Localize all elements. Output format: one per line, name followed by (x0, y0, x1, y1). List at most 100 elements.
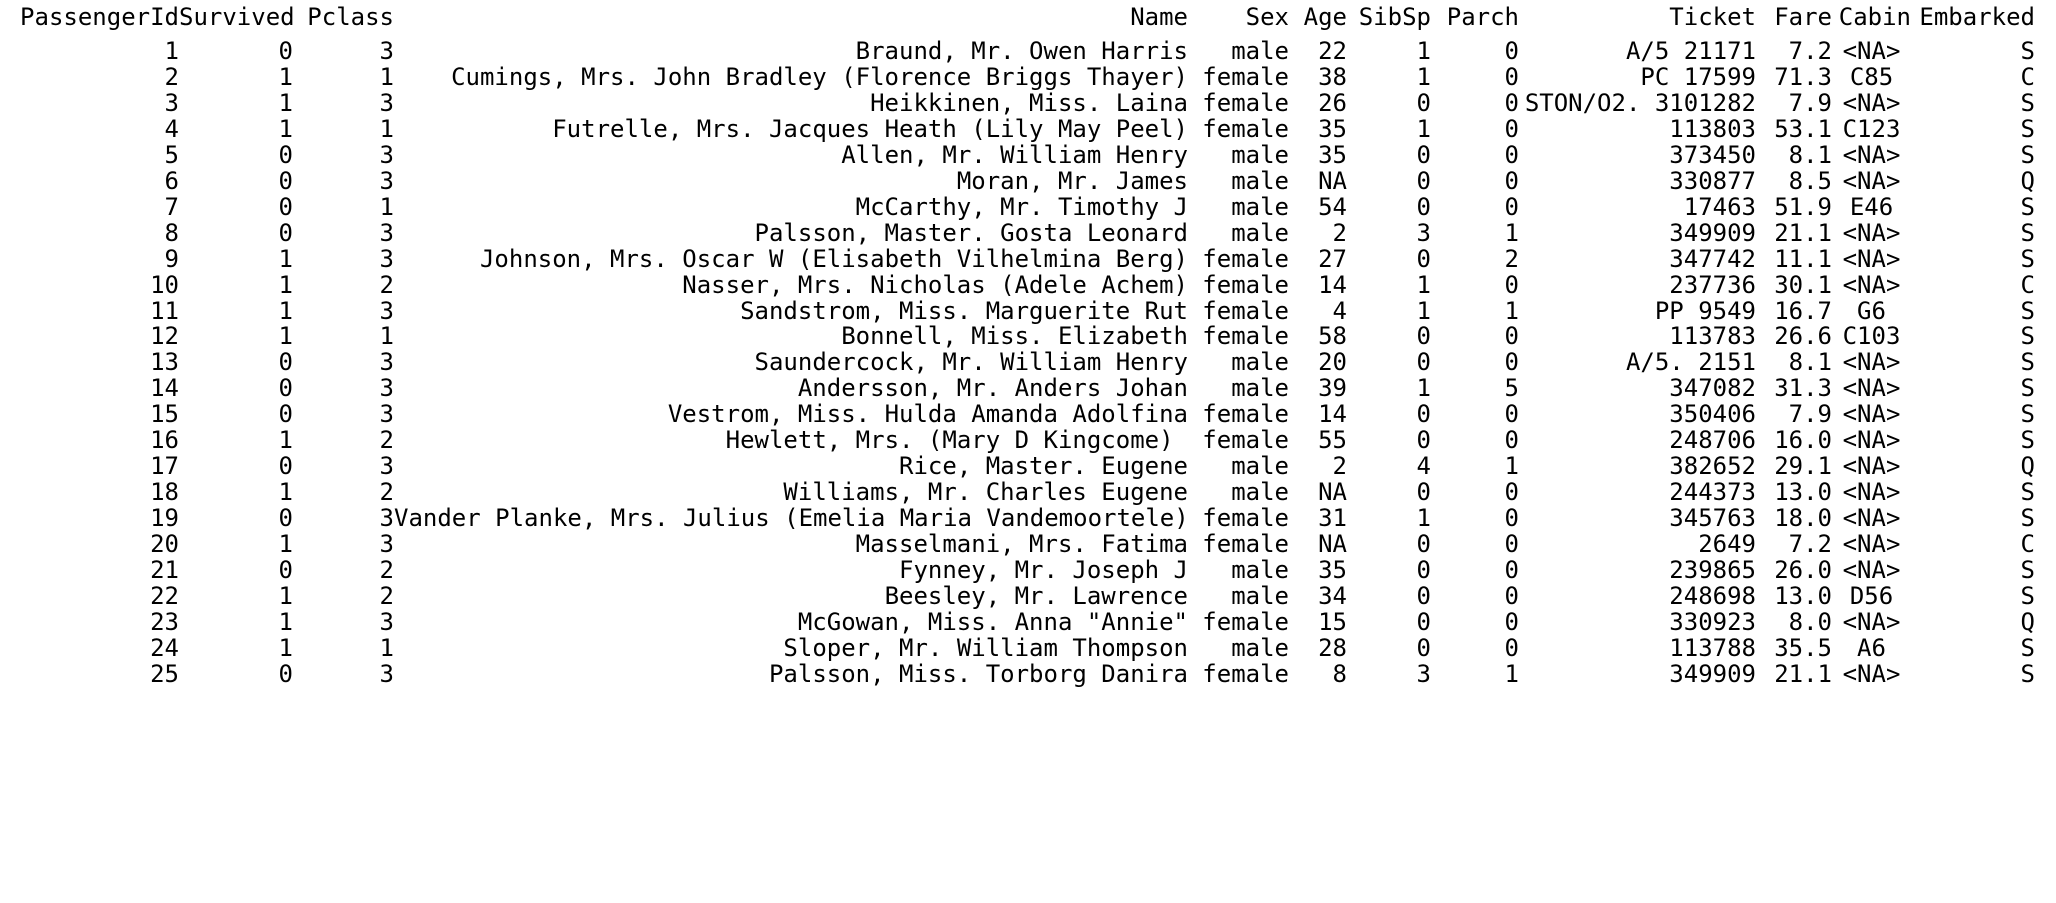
cell-age: 34 (1318, 582, 1347, 610)
cell-embarked: S (2020, 426, 2035, 454)
cell-sex: male (1231, 452, 1289, 480)
cell-name: Hewlett, Mrs. (Mary D Kingcome) (725, 426, 1188, 454)
cell-pclass: 3 (379, 530, 394, 558)
table-row: 18 1 2 Williams, Mr. Charles Eugene male NA 0 0… (0, 475, 2056, 509)
cell-sibsp: 0 (1416, 167, 1431, 195)
cell-embarked: S (2020, 348, 2035, 376)
cell-fare: 21.1 (1774, 219, 1832, 247)
cell-embarked: S (2020, 634, 2035, 662)
cell-parch: 1 (1504, 297, 1519, 325)
cell-ticket: 113788 (1669, 634, 1756, 662)
cell-cabin: <NA> (1842, 660, 1901, 688)
cell-survived: 0 (278, 374, 293, 402)
cell-sibsp: 0 (1416, 426, 1431, 454)
cell-pclass: 1 (379, 115, 394, 143)
cell-cabin: <NA> (1842, 400, 1901, 428)
cell-sibsp: 0 (1416, 348, 1431, 376)
cell-parch: 2 (1504, 245, 1519, 273)
cell-passengerid: 14 (150, 374, 179, 402)
cell-parch: 0 (1504, 63, 1519, 91)
cell-embarked: S (2020, 582, 2035, 610)
cell-sibsp: 1 (1416, 271, 1431, 299)
cell-cabin: <NA> (1842, 504, 1901, 532)
cell-sibsp: 0 (1416, 556, 1431, 584)
cell-survived: 0 (278, 167, 293, 195)
cell-sex: female (1202, 271, 1289, 299)
cell-passengerid: 4 (164, 115, 179, 143)
cell-ticket: 113803 (1669, 115, 1756, 143)
cell-fare: 30.1 (1774, 271, 1832, 299)
cell-embarked: Q (2020, 452, 2035, 480)
cell-ticket: 2649 (1698, 530, 1756, 558)
cell-name: Sandstrom, Miss. Marguerite Rut (740, 297, 1188, 325)
cell-sibsp: 0 (1416, 634, 1431, 662)
cell-cabin: <NA> (1842, 348, 1901, 376)
cell-passengerid: 11 (150, 297, 179, 325)
cell-passengerid: 21 (150, 556, 179, 584)
cell-sibsp: 0 (1416, 608, 1431, 636)
cell-age: 35 (1318, 141, 1347, 169)
cell-sex: female (1202, 400, 1289, 428)
cell-passengerid: 8 (164, 219, 179, 247)
header-age: Age (1303, 3, 1347, 31)
table-row: 2 1 1 Cumings, Mrs. John Bradley (Florence … (0, 60, 2056, 94)
cell-survived: 0 (278, 37, 293, 65)
cell-age: 28 (1318, 634, 1347, 662)
cell-embarked: S (2020, 89, 2035, 117)
cell-sex: female (1202, 426, 1289, 454)
cell-parch: 0 (1504, 37, 1519, 65)
cell-parch: 0 (1504, 141, 1519, 169)
cell-fare: 7.2 (1788, 530, 1832, 558)
cell-passengerid: 1 (164, 37, 179, 65)
cell-sibsp: 1 (1416, 374, 1431, 402)
cell-sex: male (1231, 582, 1289, 610)
cell-age: 22 (1318, 37, 1347, 65)
cell-embarked: S (2020, 297, 2035, 325)
cell-passengerid: 2 (164, 63, 179, 91)
cell-passengerid: 25 (150, 660, 179, 688)
cell-cabin: <NA> (1842, 245, 1901, 273)
cell-ticket: 349909 (1669, 219, 1756, 247)
cell-fare: 13.0 (1774, 478, 1832, 506)
cell-sibsp: 0 (1416, 322, 1431, 350)
cell-sex: female (1202, 322, 1289, 350)
cell-passengerid: 9 (164, 245, 179, 273)
cell-sex: male (1231, 193, 1289, 221)
cell-fare: 29.1 (1774, 452, 1832, 480)
cell-name: Palsson, Master. Gosta Leonard (754, 219, 1188, 247)
cell-name: Rice, Master. Eugene (899, 452, 1188, 480)
cell-sibsp: 1 (1416, 115, 1431, 143)
cell-parch: 0 (1504, 582, 1519, 610)
cell-cabin: <NA> (1842, 271, 1901, 299)
cell-pclass: 3 (379, 37, 394, 65)
cell-survived: 1 (278, 297, 293, 325)
cell-fare: 16.0 (1774, 426, 1832, 454)
cell-age: 35 (1318, 556, 1347, 584)
cell-age: 14 (1318, 400, 1347, 428)
cell-age: 58 (1318, 322, 1347, 350)
header-pclass: Pclass (307, 3, 394, 31)
cell-sex: male (1231, 478, 1289, 506)
cell-sibsp: 0 (1416, 530, 1431, 558)
cell-embarked: S (2020, 245, 2035, 273)
cell-ticket: 330877 (1669, 167, 1756, 195)
cell-sex: female (1202, 608, 1289, 636)
cell-sex: female (1202, 115, 1289, 143)
cell-sex: male (1231, 219, 1289, 247)
cell-passengerid: 3 (164, 89, 179, 117)
cell-embarked: S (2020, 322, 2035, 350)
cell-sibsp: 0 (1416, 478, 1431, 506)
cell-passengerid: 13 (150, 348, 179, 376)
cell-sibsp: 0 (1416, 582, 1431, 610)
cell-cabin: <NA> (1842, 608, 1901, 636)
cell-name: Williams, Mr. Charles Eugene (783, 478, 1188, 506)
cell-ticket: 239865 (1669, 556, 1756, 584)
cell-name: Heikkinen, Miss. Laina (870, 89, 1188, 117)
cell-pclass: 3 (379, 297, 394, 325)
cell-name: Braund, Mr. Owen Harris (855, 37, 1188, 65)
cell-ticket: PP 9549 (1654, 297, 1756, 325)
cell-embarked: S (2020, 478, 2035, 506)
cell-embarked: C (2020, 530, 2035, 558)
cell-survived: 0 (278, 452, 293, 480)
cell-pclass: 3 (379, 608, 394, 636)
